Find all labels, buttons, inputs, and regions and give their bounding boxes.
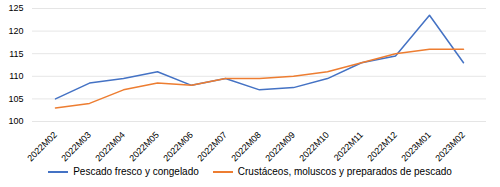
html-text:Crustáceos, moluscos y prepara: Crustáceos, moluscos y preparados de pes… [237, 166, 452, 177]
svg-text:2022M12: 2022M12 [365, 130, 399, 163]
svg-text:120: 120 [8, 26, 23, 36]
svg-text:100: 100 [8, 116, 23, 126]
svg-text:2022M04: 2022M04 [93, 130, 127, 163]
svg-text:2022M09: 2022M09 [263, 130, 297, 163]
html-text:Pescado fresco y congelado: Pescado fresco y congelado [73, 166, 199, 177]
svg-text:110: 110 [9, 71, 23, 81]
svg-text:2022M07: 2022M07 [195, 130, 229, 163]
svg-text:2023M02: 2023M02 [433, 130, 467, 163]
svg-text:2022M10: 2022M10 [297, 130, 331, 163]
svg-text:2022M02: 2022M02 [25, 130, 59, 163]
svg-text:125: 125 [8, 3, 23, 13]
svg-text:2022M06: 2022M06 [161, 130, 195, 163]
svg-text:2022M03: 2022M03 [59, 130, 93, 163]
svg-text:2022M08: 2022M08 [229, 130, 263, 163]
svg-text:115: 115 [9, 49, 23, 59]
svg-text:2022M05: 2022M05 [127, 130, 161, 163]
svg-text:2022M11: 2022M11 [332, 130, 365, 163]
svg-text:2023M01: 2023M01 [399, 130, 433, 163]
svg-text:105: 105 [8, 94, 23, 104]
